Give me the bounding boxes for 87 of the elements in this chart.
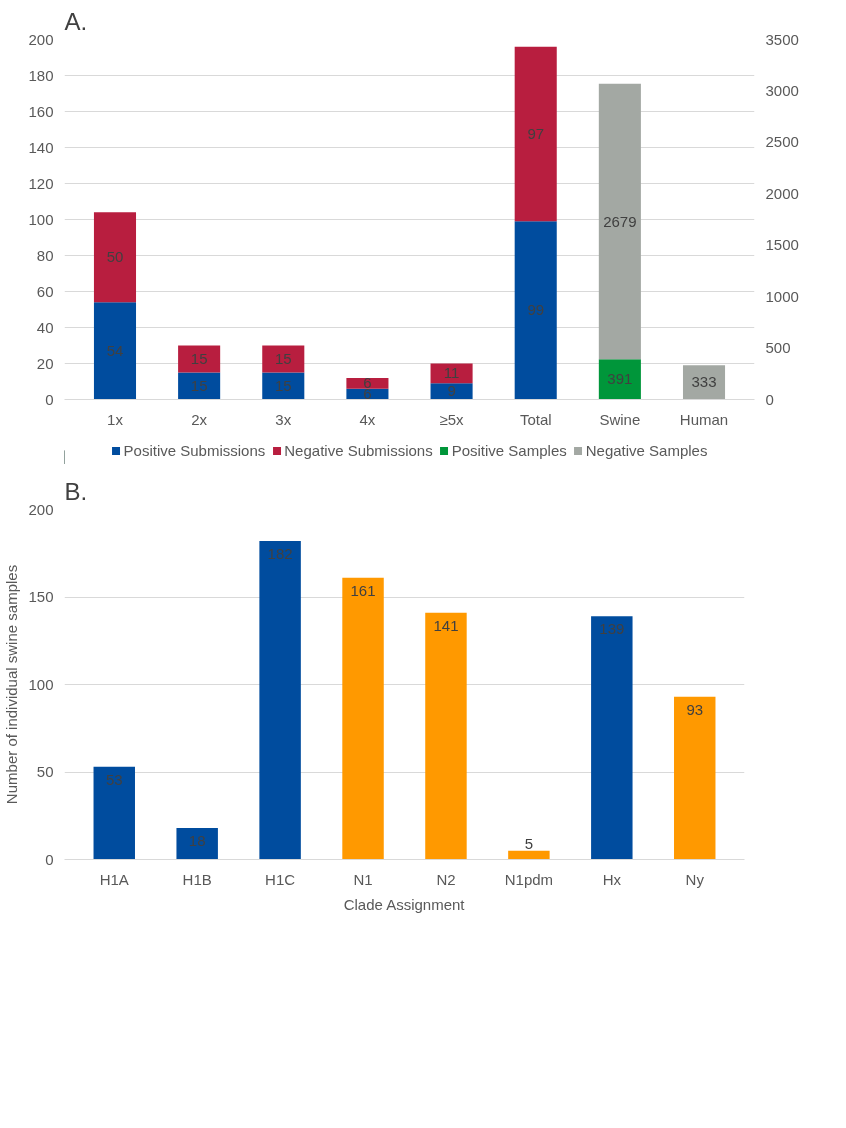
x-tick-label: N1 (353, 870, 373, 888)
bar (178, 345, 221, 373)
x-axis-title: Clade Assignment (343, 895, 466, 913)
y-tick-label: 0 (45, 390, 54, 408)
data-label: 50 (106, 248, 124, 266)
y2-tick-label: 2000 (765, 184, 799, 202)
y-tick-label: 200 (28, 500, 54, 518)
bar (346, 377, 389, 389)
y-tick-label: 200 (28, 30, 54, 48)
bar (591, 616, 633, 860)
data-label: 2679 (603, 212, 637, 230)
chart-title: B. (64, 477, 88, 505)
x-tick-label: H1C (265, 870, 296, 888)
x-tick-label: Swine (599, 410, 641, 428)
data-label: 139 (599, 620, 625, 638)
x-tick-label: Human (679, 410, 729, 428)
bar (425, 612, 467, 860)
data-label: 15 (274, 377, 292, 394)
y-tick-label: 180 (28, 66, 54, 84)
y-tick-label: 0 (45, 850, 54, 868)
data-label: 182 (267, 545, 293, 562)
bar (176, 828, 218, 860)
data-label: 141 (433, 616, 459, 634)
bar (259, 541, 301, 860)
data-label: 97 (527, 125, 545, 142)
x-tick-label: N1pdm (504, 870, 554, 888)
y-tick-label: 160 (28, 102, 54, 120)
bar (598, 83, 641, 360)
bar (514, 221, 557, 400)
data-label: 391 (607, 370, 633, 388)
bar (598, 359, 641, 400)
x-tick-label: Hx (602, 870, 622, 888)
y-tick-label: 60 (36, 282, 54, 300)
y-tick-label: 80 (36, 246, 54, 264)
bar (93, 766, 135, 860)
y2-tick-label: 3500 (765, 30, 799, 48)
y2-tick-label: 1000 (765, 287, 799, 305)
data-label: 5 (524, 834, 534, 852)
y-tick-label: 120 (28, 174, 54, 192)
y-tick-label: 40 (36, 318, 54, 336)
chart-title: A. (64, 7, 88, 35)
bar (93, 302, 137, 400)
data-label: 333 (691, 373, 717, 391)
y2-tick-label: 0 (765, 390, 774, 408)
bar (93, 212, 137, 303)
bar (430, 383, 473, 400)
data-label: 54 (106, 341, 124, 359)
data-label: 18 (188, 832, 206, 849)
x-tick-label: 1x (107, 410, 124, 428)
y-tick-label: 100 (28, 675, 54, 693)
x-tick-label: ≥5x (439, 410, 465, 428)
x-tick-label: 3x (275, 410, 292, 428)
x-tick-label: N2 (436, 870, 456, 888)
data-label: 53 (105, 770, 123, 788)
bar (508, 850, 550, 860)
legend-label: Negative Submissions (284, 441, 433, 459)
x-tick-label: H1A (99, 870, 129, 888)
legend-label: Positive Samples (451, 441, 567, 459)
legend-label: Positive Submissions (123, 441, 266, 459)
data-label: 99 (527, 301, 545, 319)
data-label: 15 (190, 350, 208, 367)
y-tick-label: 50 (36, 763, 54, 780)
data-label: 11 (443, 364, 460, 382)
y-tick-label: 100 (28, 210, 54, 228)
data-label: 15 (190, 377, 208, 394)
y-tick-label: 20 (36, 354, 54, 372)
x-tick-label: H1B (182, 870, 212, 888)
x-tick-label: 2x (191, 410, 208, 428)
y-axis-title: Number of individual swine samples (3, 564, 21, 805)
y2-tick-label: 2500 (765, 133, 799, 151)
y-tick-label: 140 (28, 138, 54, 156)
legend-label: Negative Samples (585, 441, 708, 459)
data-label: 9 (447, 382, 456, 400)
data-label: 15 (274, 350, 292, 367)
x-tick-label: 4x (359, 410, 376, 428)
data-label: 161 (350, 581, 376, 599)
y-tick-label: 150 (28, 588, 54, 605)
x-tick-label: Total (519, 410, 552, 428)
y2-tick-label: 1500 (765, 236, 799, 254)
data-label: 93 (686, 700, 704, 718)
y2-tick-label: 500 (765, 339, 791, 357)
bar (262, 345, 305, 373)
y2-tick-label: 3000 (765, 81, 799, 99)
bar (514, 46, 557, 222)
bar (674, 696, 716, 860)
x-tick-label: Ny (685, 870, 705, 888)
bar (342, 577, 384, 860)
